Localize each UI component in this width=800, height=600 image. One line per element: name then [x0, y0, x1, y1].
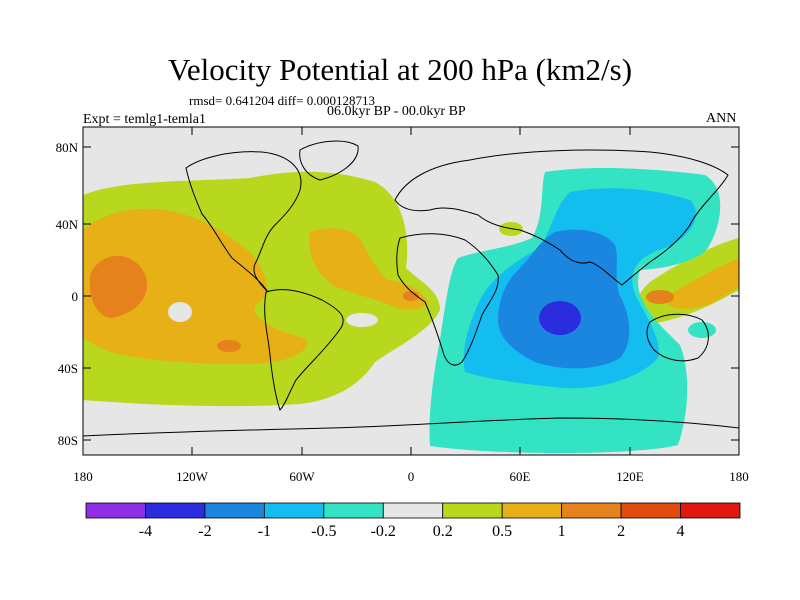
- contour-0.5-region: [83, 208, 307, 365]
- coast-australia: [646, 313, 709, 362]
- experiment-label: Expt = temlg1-temla1: [83, 112, 206, 127]
- contour-1-region: [90, 255, 147, 318]
- colorbar-label: 4: [677, 523, 685, 540]
- colorbar-label: 2: [617, 523, 625, 540]
- colorbar-box: [680, 502, 741, 519]
- lat-tick-label: 80S: [58, 433, 78, 448]
- contour-neg1-region: [498, 229, 630, 369]
- stats-line: rmsd= 0.641204 diff= 0.000128713: [189, 93, 375, 108]
- lon-tick-label: 60W: [289, 469, 315, 484]
- lat-tick-label: 40S: [58, 361, 78, 376]
- coast-eurasia: [394, 149, 729, 286]
- period-label: 06.0kyr BP - 00.0kyr BP: [327, 104, 466, 119]
- coast-antarctica: [83, 417, 739, 437]
- contour-1-wpac: [646, 290, 674, 304]
- contour-neg0.5-spot: [688, 322, 716, 338]
- contour-0.5-wpac: [667, 258, 739, 309]
- colorbar-box: [620, 502, 681, 519]
- colorbar-label: -0.2: [371, 523, 396, 540]
- colorbar-box: [263, 502, 325, 519]
- axis-ticks: 80N 40N 0 40S 80S 180 120W 60W 0 60E 120E 180: [56, 127, 749, 484]
- coast-north-america: [185, 151, 302, 293]
- lat-tick-label: 40N: [56, 217, 79, 232]
- colorbar-box: [501, 502, 563, 519]
- colorbar-label: -1: [258, 523, 271, 540]
- coast-south-america: [264, 289, 344, 411]
- map-field: [83, 127, 739, 455]
- contour-1-spot-a: [217, 340, 241, 352]
- coast-greenland: [299, 140, 359, 181]
- lon-tick-label: 0: [408, 469, 415, 484]
- colorbar-box: [145, 502, 206, 519]
- colorbar-label: -2: [198, 523, 211, 540]
- neutral-hole-atlantic: [346, 313, 378, 327]
- lon-tick-label: 180: [729, 469, 749, 484]
- contour-neg2-core: [539, 301, 581, 335]
- lon-tick-label: 120W: [176, 469, 209, 484]
- neutral-hole-pacific: [168, 302, 192, 322]
- colorbar-label: -0.5: [311, 523, 336, 540]
- colorbar-box: [442, 502, 503, 519]
- coastlines: [83, 140, 739, 437]
- lon-tick-label: 60E: [510, 469, 531, 484]
- colorbar: -4 -2 -1 -0.5 -0.2 0.2 0.5 1 2 4: [85, 502, 741, 540]
- lat-tick-label: 80N: [56, 140, 79, 155]
- colorbar-label: 0.2: [433, 523, 453, 540]
- contour-0.5-atlantic: [309, 228, 428, 310]
- colorbar-box: [204, 502, 265, 519]
- lon-tick-label: 180: [73, 469, 93, 484]
- contour-1-spot-b: [403, 291, 419, 301]
- coast-africa: [396, 233, 499, 366]
- plot-title: Velocity Potential at 200 hPa (km2/s): [167, 52, 633, 87]
- colorbar-box: [85, 502, 146, 519]
- colorbar-label: 0.5: [492, 523, 512, 540]
- season-label: ANN: [706, 111, 737, 126]
- lon-tick-label: 120E: [616, 469, 644, 484]
- colorbar-label: 1: [558, 523, 566, 540]
- colorbar-box: [323, 502, 384, 519]
- colorbar-box: [382, 502, 444, 519]
- colorbar-label: -4: [139, 523, 152, 540]
- colorbar-box: [561, 502, 622, 519]
- lat-tick-label: 0: [72, 289, 79, 304]
